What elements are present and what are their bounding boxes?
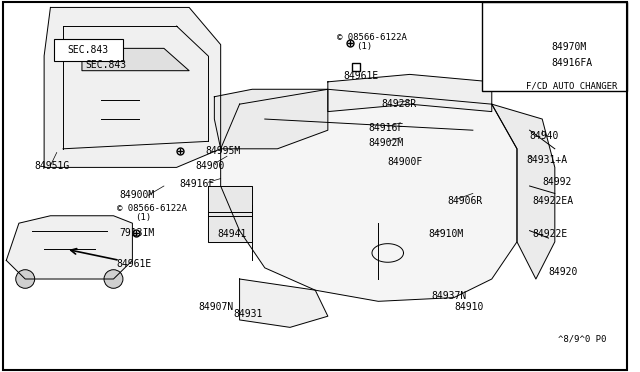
Text: SEC.843: SEC.843	[85, 60, 126, 70]
Text: 7913IM: 7913IM	[120, 228, 155, 237]
Polygon shape	[82, 48, 189, 71]
Text: © 08566-6122A: © 08566-6122A	[116, 204, 186, 213]
FancyBboxPatch shape	[483, 2, 627, 91]
Text: 84951G: 84951G	[35, 161, 70, 170]
Text: 84928R: 84928R	[381, 99, 417, 109]
Text: 84937N: 84937N	[432, 291, 467, 301]
Text: 84916FA: 84916FA	[552, 58, 593, 68]
Text: 84900: 84900	[195, 161, 225, 170]
Ellipse shape	[16, 270, 35, 288]
Polygon shape	[221, 89, 517, 301]
Text: 84900F: 84900F	[388, 157, 423, 167]
Text: 84922EA: 84922EA	[532, 196, 574, 206]
Text: 84916F: 84916F	[180, 179, 215, 189]
Text: (1): (1)	[356, 42, 372, 51]
FancyBboxPatch shape	[54, 39, 123, 61]
Text: 84992: 84992	[542, 177, 572, 187]
Text: 84907N: 84907N	[198, 302, 234, 312]
Text: 84922E: 84922E	[532, 230, 568, 239]
Text: 84940: 84940	[529, 131, 559, 141]
Text: (1): (1)	[136, 213, 152, 222]
Text: 84961E: 84961E	[344, 71, 379, 81]
Polygon shape	[208, 186, 252, 242]
Text: F/CD AUTO CHANGER: F/CD AUTO CHANGER	[527, 81, 618, 90]
Text: 84910M: 84910M	[429, 230, 464, 239]
Polygon shape	[44, 7, 221, 167]
Polygon shape	[495, 11, 548, 67]
Text: 84900M: 84900M	[120, 190, 155, 200]
Text: © 08566-6122A: © 08566-6122A	[337, 33, 407, 42]
Text: 84906R: 84906R	[447, 196, 483, 206]
Ellipse shape	[104, 270, 123, 288]
Text: 84970M: 84970M	[552, 42, 587, 51]
Text: SEC.843: SEC.843	[68, 45, 109, 55]
Text: 84910: 84910	[454, 302, 483, 312]
Polygon shape	[6, 216, 132, 279]
Text: 84995M: 84995M	[205, 146, 240, 155]
Text: 84931: 84931	[233, 310, 262, 319]
Text: 84961E: 84961E	[116, 259, 152, 269]
Polygon shape	[492, 104, 555, 279]
Text: 84916F: 84916F	[369, 124, 404, 133]
Polygon shape	[239, 279, 328, 327]
Polygon shape	[328, 74, 492, 112]
Text: 84920: 84920	[548, 267, 578, 276]
Text: 84941: 84941	[218, 230, 247, 239]
Text: 84931+A: 84931+A	[527, 155, 568, 165]
Text: 84902M: 84902M	[369, 138, 404, 148]
Text: ^8/9^0 P0: ^8/9^0 P0	[558, 334, 606, 343]
Polygon shape	[214, 89, 328, 149]
